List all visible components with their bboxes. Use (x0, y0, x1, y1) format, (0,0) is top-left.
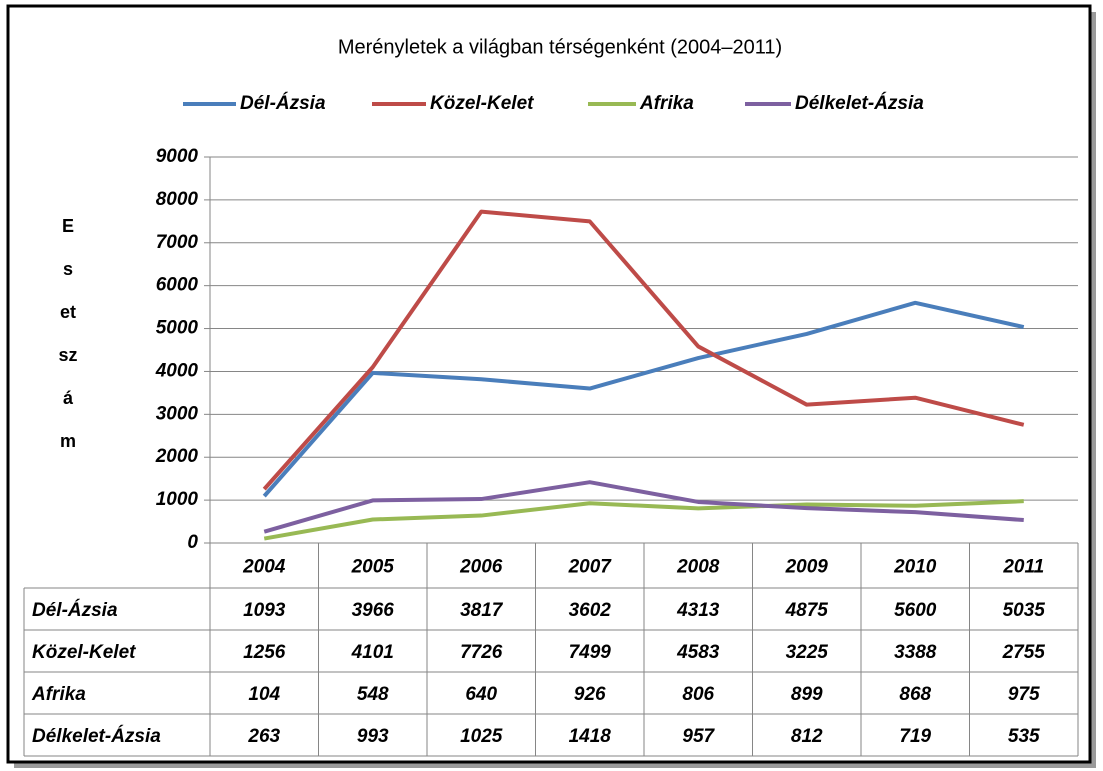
table-cell: 3817 (460, 600, 504, 621)
x-tick-label: 2011 (1002, 557, 1044, 578)
table-cell: 812 (791, 726, 823, 747)
table-cell: 806 (682, 684, 714, 705)
x-tick-label: 2005 (351, 557, 395, 578)
y-tick-label: 3000 (156, 403, 199, 424)
table-cell: 5600 (894, 600, 937, 621)
series-line (263, 480, 1024, 534)
table-cell: 2755 (1002, 642, 1046, 663)
x-tick-label: 2010 (893, 557, 937, 578)
table-cell: 263 (247, 726, 280, 747)
y-axis-title: Esetszám (58, 216, 78, 451)
legend-label: Közel-Kelet (430, 93, 534, 114)
legend-label: Dél-Ázsia (240, 92, 326, 114)
table-cell: 899 (791, 684, 823, 705)
table-cell: 1418 (569, 726, 612, 747)
table-row-label: Afrika (31, 684, 86, 705)
series-line (263, 499, 1024, 541)
table-cell: 4313 (676, 600, 720, 621)
table-cell: 1093 (243, 600, 286, 621)
table-cell: 1256 (243, 642, 286, 663)
x-tick-label: 2007 (568, 557, 613, 578)
table-cell: 7726 (460, 642, 503, 663)
table-cell: 548 (357, 684, 389, 705)
table-cell: 1025 (460, 726, 503, 747)
table-cell: 535 (1008, 726, 1040, 747)
table-cell: 3602 (569, 600, 612, 621)
table-cell: 104 (248, 684, 280, 705)
table-row-label: Közel-Kelet (32, 642, 136, 663)
table-cell: 4101 (351, 642, 394, 663)
table-row-label: Dél-Ázsia (32, 599, 118, 621)
legend-label: Délkelet-Ázsia (795, 92, 924, 114)
table-row-label: Délkelet-Ázsia (32, 725, 161, 747)
table-cell: 4583 (676, 642, 720, 663)
legend-label: Afrika (639, 93, 694, 114)
table-cell: 3225 (786, 642, 829, 663)
table-cell: 957 (682, 726, 715, 747)
y-tick-label: 5000 (156, 318, 199, 339)
y-tick-label: 0 (187, 532, 198, 553)
x-tick-label: 2004 (242, 557, 286, 578)
table-cell: 868 (899, 684, 931, 705)
y-tick-label: 8000 (156, 189, 199, 210)
table-cell: 993 (357, 726, 389, 747)
table-cell: 7499 (569, 642, 612, 663)
y-tick-label: 9000 (156, 146, 199, 167)
table-cell: 3388 (894, 642, 937, 663)
series-line (262, 209, 1025, 491)
table-cell: 926 (574, 684, 606, 705)
y-tick-label: 6000 (156, 275, 199, 296)
y-tick-label: 1000 (156, 489, 199, 510)
series-line (262, 300, 1025, 498)
table-cell: 719 (899, 726, 931, 747)
x-tick-label: 2009 (785, 557, 829, 578)
chart-title: Merényletek a világban térségenként (200… (338, 36, 782, 58)
y-tick-label: 4000 (155, 360, 199, 381)
x-tick-label: 2008 (676, 557, 720, 578)
table-cell: 3966 (352, 600, 395, 621)
y-tick-label: 2000 (155, 446, 199, 467)
table-cell: 640 (465, 684, 497, 705)
y-tick-label: 7000 (156, 232, 199, 253)
table-cell: 4875 (785, 600, 829, 621)
x-tick-label: 2006 (459, 557, 503, 578)
table-cell: 5035 (1003, 600, 1046, 621)
table-cell: 975 (1008, 684, 1040, 705)
